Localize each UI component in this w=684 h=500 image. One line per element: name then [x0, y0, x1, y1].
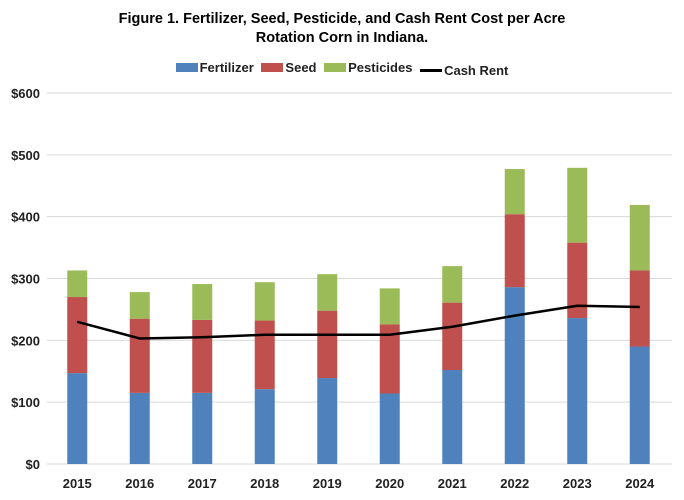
bar-fertilizer — [254, 389, 275, 464]
bar-seed — [317, 310, 338, 379]
y-tick-label: $400 — [11, 210, 40, 225]
legend-label: Pesticides — [348, 60, 413, 75]
bar-pesticides — [317, 274, 338, 311]
bar-pesticides — [504, 169, 525, 215]
legend-label: Seed — [285, 60, 317, 75]
chart-title: Figure 1. Fertilizer, Seed, Pesticide, a… — [0, 10, 684, 48]
legend-label: Fertilizer — [199, 60, 254, 75]
legend-swatch — [261, 63, 284, 72]
bar-seed — [442, 302, 463, 371]
legend-item-fertilizer: Fertilizer — [175, 60, 254, 75]
legend-item-pesticides: Pesticides — [324, 60, 412, 75]
bar-seed — [192, 319, 213, 393]
bar-seed — [129, 318, 150, 393]
legend-swatch — [175, 63, 198, 72]
legend-label: Cash Rent — [444, 63, 509, 78]
y-tick-label: $200 — [11, 333, 40, 348]
x-tick-label: 2020 — [375, 476, 404, 491]
bar-fertilizer — [317, 378, 338, 464]
x-tick-label: 2023 — [563, 476, 592, 491]
legend-item-cash-rent: Cash Rent — [420, 63, 508, 78]
bar-pesticides — [629, 204, 650, 271]
bar-pesticides — [254, 282, 275, 321]
x-tick-label: 2022 — [500, 476, 529, 491]
bar-seed — [379, 324, 400, 394]
bar-fertilizer — [67, 373, 88, 464]
title-line-1: Figure 1. Fertilizer, Seed, Pesticide, a… — [118, 11, 566, 27]
bar-seed — [629, 270, 650, 347]
x-tick-label: 2018 — [250, 476, 279, 491]
bar-fertilizer — [379, 393, 400, 464]
bar-fertilizer — [192, 392, 213, 464]
bar-pesticides — [442, 266, 463, 303]
title-line-2: Rotation Corn in Indiana. — [255, 30, 429, 46]
bar-pesticides — [67, 270, 88, 298]
bar-pesticides — [379, 288, 400, 325]
legend: Fertilizer Seed Pesticides Cash Rent — [0, 60, 684, 78]
y-tick-label: $500 — [11, 148, 40, 163]
bar-pesticides — [567, 167, 588, 243]
bar-fertilizer — [442, 370, 463, 464]
y-tick-label: $100 — [11, 395, 40, 410]
bar-seed — [504, 214, 525, 288]
bar-fertilizer — [504, 287, 525, 464]
x-tick-label: 2021 — [438, 476, 467, 491]
bar-fertilizer — [129, 392, 150, 464]
x-tick-label: 2017 — [188, 476, 217, 491]
bar-fertilizer — [567, 318, 588, 464]
x-tick-label: 2024 — [625, 476, 655, 491]
legend-item-seed: Seed — [261, 60, 317, 75]
y-tick-label: $0 — [26, 457, 40, 472]
legend-line — [420, 69, 443, 72]
bar-seed — [67, 297, 88, 374]
bar-seed — [254, 320, 275, 390]
bar-fertilizer — [629, 346, 650, 464]
x-tick-label: 2015 — [63, 476, 92, 491]
legend-swatch — [324, 63, 347, 72]
bar-seed — [567, 242, 588, 319]
y-tick-label: $300 — [11, 272, 40, 287]
bar-pesticides — [192, 284, 213, 320]
bar-pesticides — [129, 292, 150, 319]
x-tick-label: 2019 — [313, 476, 342, 491]
y-tick-label: $600 — [11, 86, 40, 101]
x-tick-label: 2016 — [125, 476, 154, 491]
line-cash-rent — [76, 304, 640, 340]
